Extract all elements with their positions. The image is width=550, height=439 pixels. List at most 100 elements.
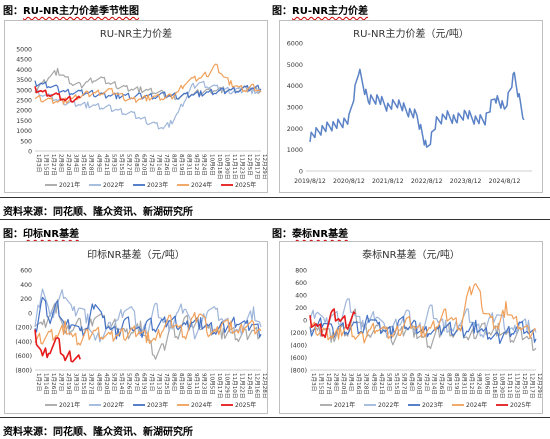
series-line <box>309 314 537 345</box>
y-tick-label: (600) <box>15 353 32 360</box>
x-tick-label: 8月30日 <box>186 373 193 395</box>
y-tick-label: (600) <box>290 355 307 362</box>
header-thai-basis: 图：泰标NR基差 <box>272 225 348 240</box>
y-tick-label: 5000 <box>16 47 32 54</box>
chart-thai-panel: 泰标NR基差（元/吨） (800) (600) (400) (200) 0 200 400 6… <box>279 241 543 414</box>
y-tick-label: 2000 <box>16 108 32 115</box>
y-tick-label: 4000 <box>287 82 303 90</box>
y-tick-label: 0 <box>299 168 303 176</box>
x-tick-label: 10月17日 <box>216 373 223 398</box>
x-tick-label: 8月19日 <box>453 373 460 395</box>
x-tick-label: 1月26日 <box>50 373 57 395</box>
x-tick-label: 6月8日 <box>133 154 140 172</box>
y-tick-label: 1000 <box>16 128 32 135</box>
y-tick-label: 600 <box>295 280 307 287</box>
x-tick-label: 2月20日 <box>340 373 347 395</box>
header-prefix: 图： <box>3 229 23 240</box>
y-tick-label: (400) <box>15 339 32 346</box>
x-tick-label: 2021/8/12 <box>372 178 404 185</box>
x-tick-label: 6月7日 <box>133 373 140 391</box>
x-tick-label: 1月14日 <box>43 373 50 395</box>
chart-title: RU-NR主力价差 <box>99 29 173 40</box>
x-tick-label: 7月26日 <box>163 154 170 176</box>
header-title: 印标NR基差 <box>23 229 80 240</box>
x-tick-label: 5月15日 <box>393 373 400 395</box>
y-tick-label: 4500 <box>16 57 32 64</box>
legend-label: 2024年 <box>191 181 212 189</box>
x-tick-label: 4月20日 <box>103 373 110 395</box>
x-tick-label: 2024/8/12 <box>489 178 521 185</box>
x-tick-label: 5月27日 <box>125 154 132 176</box>
divider <box>0 417 550 418</box>
x-tick-label: 5月27日 <box>400 373 407 395</box>
series-line <box>34 63 262 105</box>
x-tick-label: 6月19日 <box>140 373 147 395</box>
x-tick-label: 2月20日 <box>65 154 72 176</box>
chart-title: RU-NR主力价差（元/吨） <box>353 29 469 40</box>
header-prefix: 图： <box>272 229 292 240</box>
x-tick-label: 8月7日 <box>446 373 453 391</box>
divider <box>0 219 550 220</box>
x-tick-label: 4月21日 <box>103 154 110 176</box>
series-line <box>34 80 262 130</box>
x-tick-label: 7月2日 <box>148 154 155 172</box>
x-tick-label: 7月1日 <box>148 373 155 391</box>
legend-label: 2025年 <box>235 181 256 189</box>
x-tick-label: 5月15日 <box>118 154 125 176</box>
source-note: 资料来源：同花顺、隆众资讯、新湖研究所 <box>3 207 193 218</box>
y-tick-label: 2500 <box>16 98 32 105</box>
y-tick-label: 2000 <box>287 125 303 133</box>
x-tick-label: 8月6日 <box>171 373 178 391</box>
x-tick-label: 1月2日 <box>35 373 42 391</box>
x-tick-label: 10月18日 <box>491 373 498 398</box>
x-tick-label: 2020/8/12 <box>333 178 365 185</box>
x-tick-label: 3月16日 <box>355 373 362 395</box>
legend-label: 2024年 <box>466 401 487 409</box>
x-tick-label: 12月17日 <box>253 154 260 179</box>
y-tick-label: 3000 <box>287 104 303 112</box>
x-tick-label: 4月9日 <box>95 154 102 172</box>
x-tick-label: 5月2日 <box>110 373 117 391</box>
x-tick-label: 12月29日 <box>536 373 542 398</box>
x-tick-label: 3月4日 <box>348 373 355 391</box>
x-tick-label: 3月27日 <box>88 373 95 395</box>
y-tick-label: 200 <box>20 296 32 303</box>
x-tick-label: 2019/8/12 <box>294 178 326 185</box>
header-title: RU-NR主力价差季节性图 <box>23 6 140 17</box>
chart-title: 印标NR基差（元/吨） <box>87 250 185 261</box>
x-tick-label: 10月5日 <box>208 373 215 395</box>
x-tick-label: 9月12日 <box>193 154 200 176</box>
y-tick-label: 3500 <box>16 77 32 84</box>
x-tick-label: 4月21日 <box>378 373 385 395</box>
legend-label: 2025年 <box>510 401 531 409</box>
x-tick-label: 12月5日 <box>246 154 253 176</box>
x-tick-label: 3月16日 <box>80 154 87 176</box>
x-tick-label: 8月18日 <box>178 373 185 395</box>
x-tick-label: 1月15日 <box>43 154 50 176</box>
x-tick-label: 2月7日 <box>58 373 65 391</box>
header-spread: 图：RU-NR主力价差 <box>272 2 368 17</box>
x-tick-label: 12月17日 <box>528 373 535 398</box>
x-tick-label: 9月24日 <box>201 154 208 176</box>
x-tick-label: 5月14日 <box>118 373 125 395</box>
series-line <box>34 329 81 363</box>
x-tick-label: 6月20日 <box>415 373 422 395</box>
x-tick-label: 10月6日 <box>208 154 215 176</box>
header-prefix: 图： <box>272 6 292 17</box>
x-tick-label: 6月20日 <box>140 154 147 176</box>
header-title: 泰标NR基差 <box>292 229 349 240</box>
x-tick-label: 12月28日 <box>261 373 267 398</box>
spread-line <box>309 68 525 148</box>
x-tick-label: 2月8日 <box>333 373 340 391</box>
x-tick-label: 3月15日 <box>80 373 87 395</box>
series-line <box>34 299 262 360</box>
x-tick-label: 1月15日 <box>318 373 325 395</box>
x-tick-label: 9月12日 <box>468 373 475 395</box>
x-tick-label: 10月6日 <box>483 373 490 395</box>
y-tick-label: 1500 <box>16 118 32 125</box>
y-tick-label: 400 <box>295 293 307 300</box>
legend-label: 2024年 <box>191 401 212 409</box>
header-title: RU-NR主力价差 <box>292 6 369 17</box>
y-tick-label: 600 <box>20 268 32 275</box>
